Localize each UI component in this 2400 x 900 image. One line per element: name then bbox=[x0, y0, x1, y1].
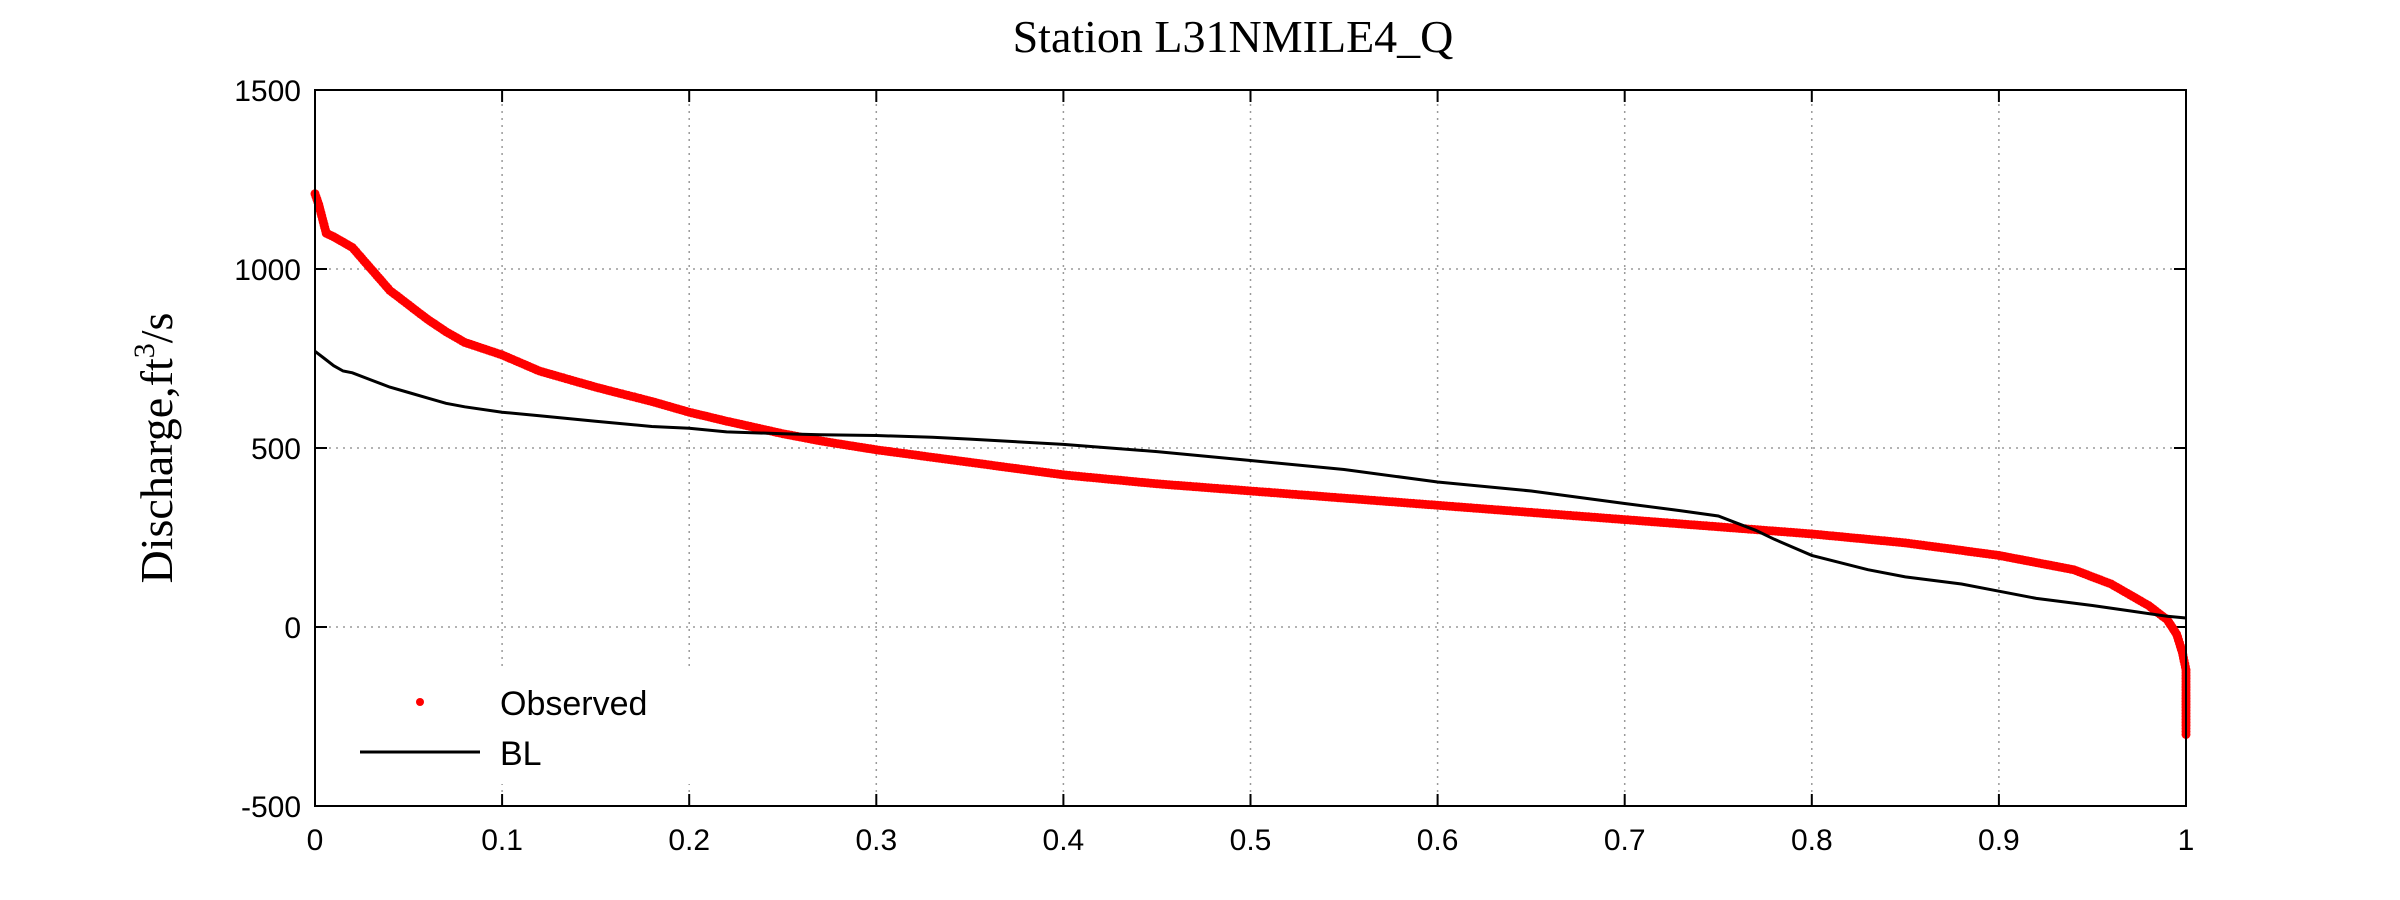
x-tick-label: 0.8 bbox=[1791, 824, 1833, 857]
legend-box bbox=[340, 668, 700, 784]
x-tick-label: 0.1 bbox=[481, 824, 523, 857]
x-tick-label: 0.7 bbox=[1604, 824, 1646, 857]
x-tick-label: 0.5 bbox=[1230, 824, 1272, 857]
y-tick-label: 500 bbox=[251, 433, 301, 466]
y-tick-label: 1000 bbox=[234, 254, 301, 287]
axis-ticks: 0 0.1 0.2 0.3 0.4 0.5 0.6 0.7 0.8 0.9 1-5000500100… bbox=[234, 75, 2194, 857]
x-tick-label: 1 bbox=[2178, 824, 2195, 857]
y-axis-label-main: Discharge,ft bbox=[131, 358, 182, 583]
x-tick-label: 0.4 bbox=[1043, 824, 1085, 857]
y-axis-label-superscript: 3 bbox=[128, 343, 161, 358]
y-tick-label: 1500 bbox=[234, 75, 301, 108]
x-tick-label: 0.6 bbox=[1417, 824, 1459, 857]
legend: Observed BL bbox=[340, 668, 700, 784]
legend-observed-marker bbox=[416, 698, 424, 706]
y-axis-label-tail: /s bbox=[131, 313, 182, 344]
x-tick-label: 0 bbox=[307, 824, 324, 857]
series-markers-observed bbox=[310, 189, 2191, 739]
y-tick-label: 0 bbox=[284, 612, 301, 645]
plot-frame bbox=[314, 89, 2187, 807]
legend-bl-label: BL bbox=[500, 735, 542, 773]
series-line-bl bbox=[314, 350, 2187, 620]
grid bbox=[315, 90, 2186, 806]
chart-title: Station L31NMILE4_Q bbox=[1013, 11, 1454, 62]
y-tick-label: -500 bbox=[241, 791, 301, 824]
y-axis-label: Discharge,ft3/s bbox=[128, 313, 182, 584]
x-tick-label: 0.2 bbox=[668, 824, 710, 857]
x-tick-label: 0.3 bbox=[855, 824, 897, 857]
legend-observed-label: Observed bbox=[500, 685, 647, 723]
plot-series bbox=[310, 189, 2191, 739]
x-tick-label: 0.9 bbox=[1978, 824, 2020, 857]
